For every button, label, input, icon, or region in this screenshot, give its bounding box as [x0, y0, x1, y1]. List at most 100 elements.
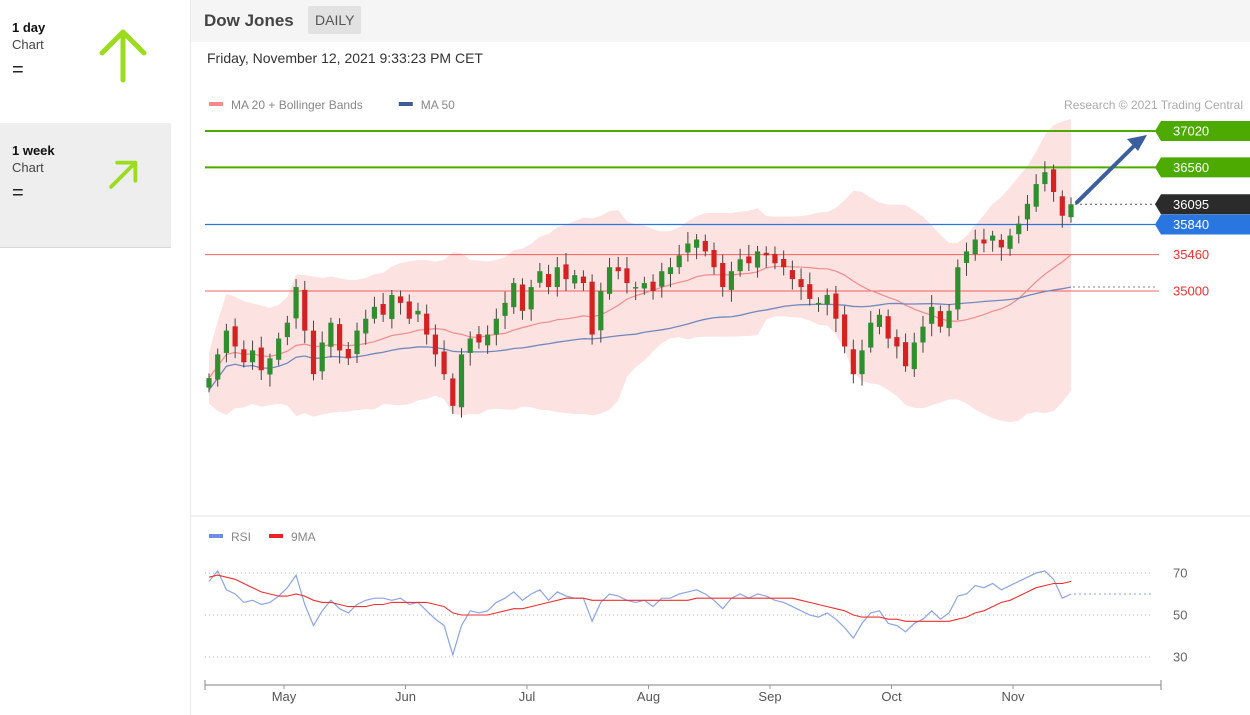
candle-body	[1068, 204, 1074, 218]
x-tick-label: Sep	[758, 689, 781, 704]
instrument-title: Dow Jones	[204, 11, 294, 30]
candle-body	[554, 267, 560, 288]
candle-body	[1024, 203, 1031, 220]
candle-body	[815, 302, 822, 305]
candle-body	[589, 281, 595, 335]
level-label: 35460	[1173, 247, 1209, 262]
candle-body	[458, 354, 465, 408]
legend-label: MA 20 + Bollinger Bands	[231, 98, 363, 112]
trend-label: Chart	[12, 160, 44, 175]
trend-1-day[interactable]: 1 day Chart =	[0, 0, 171, 123]
candle-body	[963, 251, 970, 263]
trend-indicator: =	[12, 182, 24, 204]
candle-body	[319, 342, 325, 372]
candle-body	[545, 274, 552, 288]
up-arrow-icon	[99, 29, 147, 83]
candle-body	[354, 330, 360, 355]
legend-swatch	[209, 102, 223, 106]
candle-body	[223, 330, 230, 353]
candle-body	[432, 334, 438, 355]
candle-body	[371, 306, 378, 319]
x-tick-label: May	[272, 689, 297, 704]
candle-body	[580, 276, 587, 284]
trend-label: Chart	[12, 37, 44, 52]
candle-body	[598, 291, 604, 331]
candle-body	[650, 281, 656, 291]
candle-body	[929, 306, 935, 324]
candle-body	[249, 350, 256, 363]
timestamp: Friday, November 12, 2021 9:33:23 PM CET	[207, 50, 483, 66]
candle-body	[754, 251, 761, 268]
candle-body	[511, 283, 517, 308]
candle-body	[781, 259, 787, 268]
rsi-legend-label: 9MA	[291, 530, 316, 544]
chart-panel: Dow Jones DAILY Friday, November 12, 202…	[190, 0, 1250, 715]
candle-body	[424, 313, 430, 335]
candle-body	[920, 326, 926, 343]
candle-body	[746, 256, 752, 264]
rsi-legend-label: RSI	[231, 530, 251, 544]
candle-body	[467, 338, 473, 353]
candle-body	[572, 275, 578, 284]
trend-indicator: =	[12, 59, 24, 81]
candle-body	[720, 262, 726, 288]
candle-body	[528, 287, 534, 310]
candle-body	[293, 287, 299, 319]
candle-body	[667, 267, 674, 275]
candle-body	[241, 349, 247, 363]
candle-body	[441, 351, 447, 375]
rsi-line	[208, 569, 1072, 658]
candle-body	[380, 303, 386, 315]
interval-badge[interactable]: DAILY	[308, 6, 362, 34]
bollinger-band	[209, 118, 1071, 423]
candle-body	[1033, 184, 1039, 207]
chart-credit: Research © 2021 Trading Central	[1064, 98, 1243, 112]
candle-body	[345, 348, 351, 359]
candle-body	[485, 334, 491, 346]
candle-body	[911, 342, 917, 370]
trend-period: 1 week	[12, 143, 55, 158]
candle-body	[519, 284, 526, 311]
candle-body	[981, 239, 987, 244]
level-label: 35000	[1173, 284, 1209, 299]
candle-body	[842, 314, 848, 347]
candle-body	[876, 314, 883, 327]
sidebar: 1 day Chart = 1 week Chart =	[0, 0, 171, 248]
candle-body	[276, 338, 282, 360]
candle-body	[476, 334, 482, 343]
target-arrowhead-icon	[1127, 135, 1147, 151]
candle-body	[850, 349, 856, 375]
trend-period: 1 day	[12, 20, 46, 35]
level-label: 37020	[1173, 124, 1209, 139]
candle-body	[606, 267, 613, 294]
candle-body	[685, 243, 691, 253]
ma20-line	[208, 254, 1072, 379]
candle-body	[824, 294, 830, 305]
candle-body	[406, 301, 412, 319]
rsi-tick-label: 70	[1173, 566, 1187, 581]
candle-body	[894, 337, 900, 347]
x-tick-label: Oct	[881, 689, 902, 704]
trend-1-week[interactable]: 1 week Chart =	[0, 123, 171, 248]
candle-body	[284, 322, 290, 338]
candle-body	[711, 249, 717, 268]
candle-body	[537, 271, 543, 283]
candle-body	[633, 287, 639, 289]
candle-body	[502, 302, 508, 316]
level-label: 35840	[1173, 217, 1209, 232]
candle-body	[937, 311, 943, 327]
candle-body	[563, 264, 569, 280]
candle-body	[955, 267, 961, 310]
candle-body	[728, 271, 735, 290]
x-tick-label: Nov	[1001, 689, 1025, 704]
candle-body	[302, 289, 308, 331]
candle-body	[1042, 172, 1048, 185]
candle-body	[328, 322, 334, 347]
candle-body	[789, 270, 795, 280]
candle-body	[998, 239, 1004, 248]
candle-body	[798, 279, 804, 288]
candle-body	[337, 324, 343, 351]
target-arrow-icon	[1075, 141, 1139, 205]
x-tick-label: Aug	[637, 689, 660, 704]
candle-body	[310, 330, 317, 375]
